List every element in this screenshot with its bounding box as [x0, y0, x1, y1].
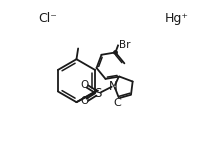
- Text: S: S: [94, 87, 102, 100]
- Text: Br: Br: [119, 40, 130, 50]
- Text: O: O: [81, 96, 89, 106]
- Text: Hg⁺: Hg⁺: [165, 12, 189, 25]
- Text: Cl⁻: Cl⁻: [39, 12, 57, 25]
- Text: N: N: [109, 80, 118, 93]
- Text: O: O: [81, 80, 89, 90]
- Text: C: C: [113, 98, 121, 108]
